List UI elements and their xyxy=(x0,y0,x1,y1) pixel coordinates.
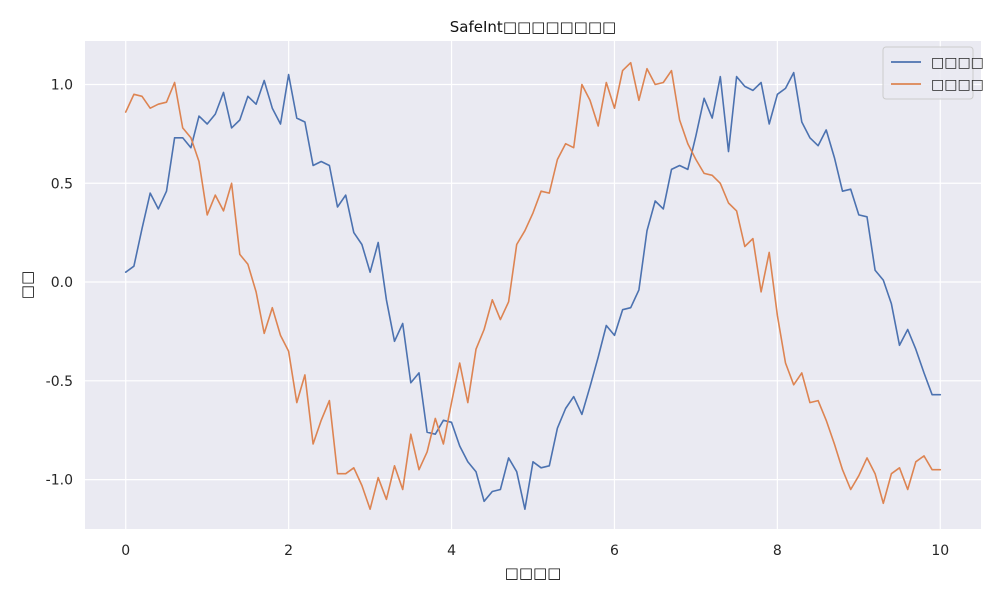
series-line-1 xyxy=(124,71,942,511)
plot-area xyxy=(85,41,981,529)
y-tick-label: -0.5 xyxy=(46,374,73,390)
x-axis-title: □□□□ xyxy=(505,564,562,582)
y-tick-label: 0.0 xyxy=(51,275,73,291)
series-line-2 xyxy=(124,61,942,511)
chart-title: SafeInt□□□□□□□□ xyxy=(450,18,616,36)
y-tick-label: 0.5 xyxy=(51,176,73,192)
grid xyxy=(85,41,981,529)
tick-labels: 0 2 4 6 8 10 -1.0 -0.5 0.0 0.5 1.0 xyxy=(46,77,950,559)
x-tick-label: 2 xyxy=(284,543,293,559)
legend-label-series-1: □□□□ xyxy=(931,55,984,71)
y-axis-title: □□ xyxy=(18,271,36,299)
x-tick-label: 0 xyxy=(121,543,130,559)
series-lines xyxy=(124,61,942,511)
x-tick-label: 10 xyxy=(931,543,949,559)
x-tick-label: 6 xyxy=(610,543,619,559)
legend-label-series-2: □□□□ xyxy=(931,77,984,93)
legend-box xyxy=(882,46,974,100)
x-tick-label: 8 xyxy=(773,543,782,559)
y-tick-label: 1.0 xyxy=(51,77,73,93)
legend: □□□□ □□□□ xyxy=(882,46,984,100)
x-tick-label: 4 xyxy=(447,543,456,559)
y-tick-label: -1.0 xyxy=(46,473,73,489)
